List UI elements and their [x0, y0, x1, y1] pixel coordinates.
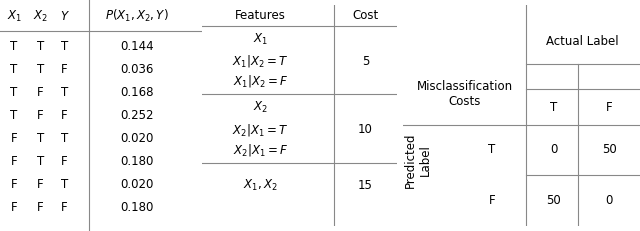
Text: $X_2$: $X_2$ [253, 100, 268, 115]
Text: T: T [61, 40, 68, 53]
Text: 0.144: 0.144 [120, 40, 154, 53]
Text: $X_1$: $X_1$ [6, 9, 22, 24]
Text: Features: Features [235, 9, 285, 22]
Text: T: T [36, 40, 44, 53]
Text: 0.020: 0.020 [120, 132, 154, 145]
Text: T: T [61, 178, 68, 191]
Text: 0.180: 0.180 [120, 201, 154, 214]
Text: 0: 0 [605, 194, 613, 207]
Text: 50: 50 [546, 194, 561, 207]
Text: 0.168: 0.168 [120, 86, 154, 99]
Text: T: T [10, 86, 18, 99]
Text: F: F [37, 86, 44, 99]
Text: 5: 5 [362, 55, 369, 68]
Text: F: F [61, 201, 68, 214]
Text: 0.180: 0.180 [120, 155, 154, 168]
Text: T: T [36, 155, 44, 168]
Text: F: F [37, 201, 44, 214]
Text: $X_2 | X_1 =T$: $X_2 | X_1 =T$ [232, 122, 288, 138]
Text: Actual Label: Actual Label [546, 35, 618, 48]
Text: F: F [11, 178, 17, 191]
Text: F: F [37, 109, 44, 122]
Text: T: T [61, 132, 68, 145]
Text: $P(X_1,X_2,Y)$: $P(X_1,X_2,Y)$ [105, 8, 169, 24]
Text: $Y$: $Y$ [60, 10, 70, 23]
Text: T: T [36, 132, 44, 145]
Text: $X_1 , X_2$: $X_1 , X_2$ [243, 178, 278, 193]
Text: F: F [606, 101, 612, 114]
Text: F: F [61, 109, 68, 122]
Text: T: T [10, 40, 18, 53]
Text: F: F [11, 201, 17, 214]
Text: $X_1$: $X_1$ [253, 31, 268, 46]
Text: 10: 10 [358, 123, 373, 137]
Text: T: T [550, 101, 557, 114]
Text: Predicted
Label: Predicted Label [403, 132, 431, 188]
Text: F: F [61, 63, 68, 76]
Text: $X_1 | X_2 =T$: $X_1 | X_2 =T$ [232, 53, 288, 69]
Text: F: F [489, 194, 495, 207]
Text: 0.020: 0.020 [120, 178, 154, 191]
Text: F: F [61, 155, 68, 168]
Text: T: T [36, 63, 44, 76]
Text: 15: 15 [358, 179, 373, 192]
Text: 0: 0 [550, 143, 557, 156]
Text: Cost: Cost [353, 9, 379, 22]
Text: T: T [61, 86, 68, 99]
Text: 0.252: 0.252 [120, 109, 154, 122]
Text: $X_2 | X_1 =F$: $X_2 | X_1 =F$ [233, 142, 287, 158]
Text: T: T [10, 109, 18, 122]
Text: T: T [488, 143, 495, 156]
Text: Misclassification
Costs: Misclassification Costs [417, 80, 513, 108]
Text: $X_2$: $X_2$ [33, 9, 48, 24]
Text: 0.036: 0.036 [120, 63, 154, 76]
Text: F: F [11, 132, 17, 145]
Text: F: F [11, 155, 17, 168]
Text: T: T [10, 63, 18, 76]
Text: 50: 50 [602, 143, 616, 156]
Text: F: F [37, 178, 44, 191]
Text: $X_1 | X_2 =F$: $X_1 | X_2 =F$ [233, 73, 287, 89]
